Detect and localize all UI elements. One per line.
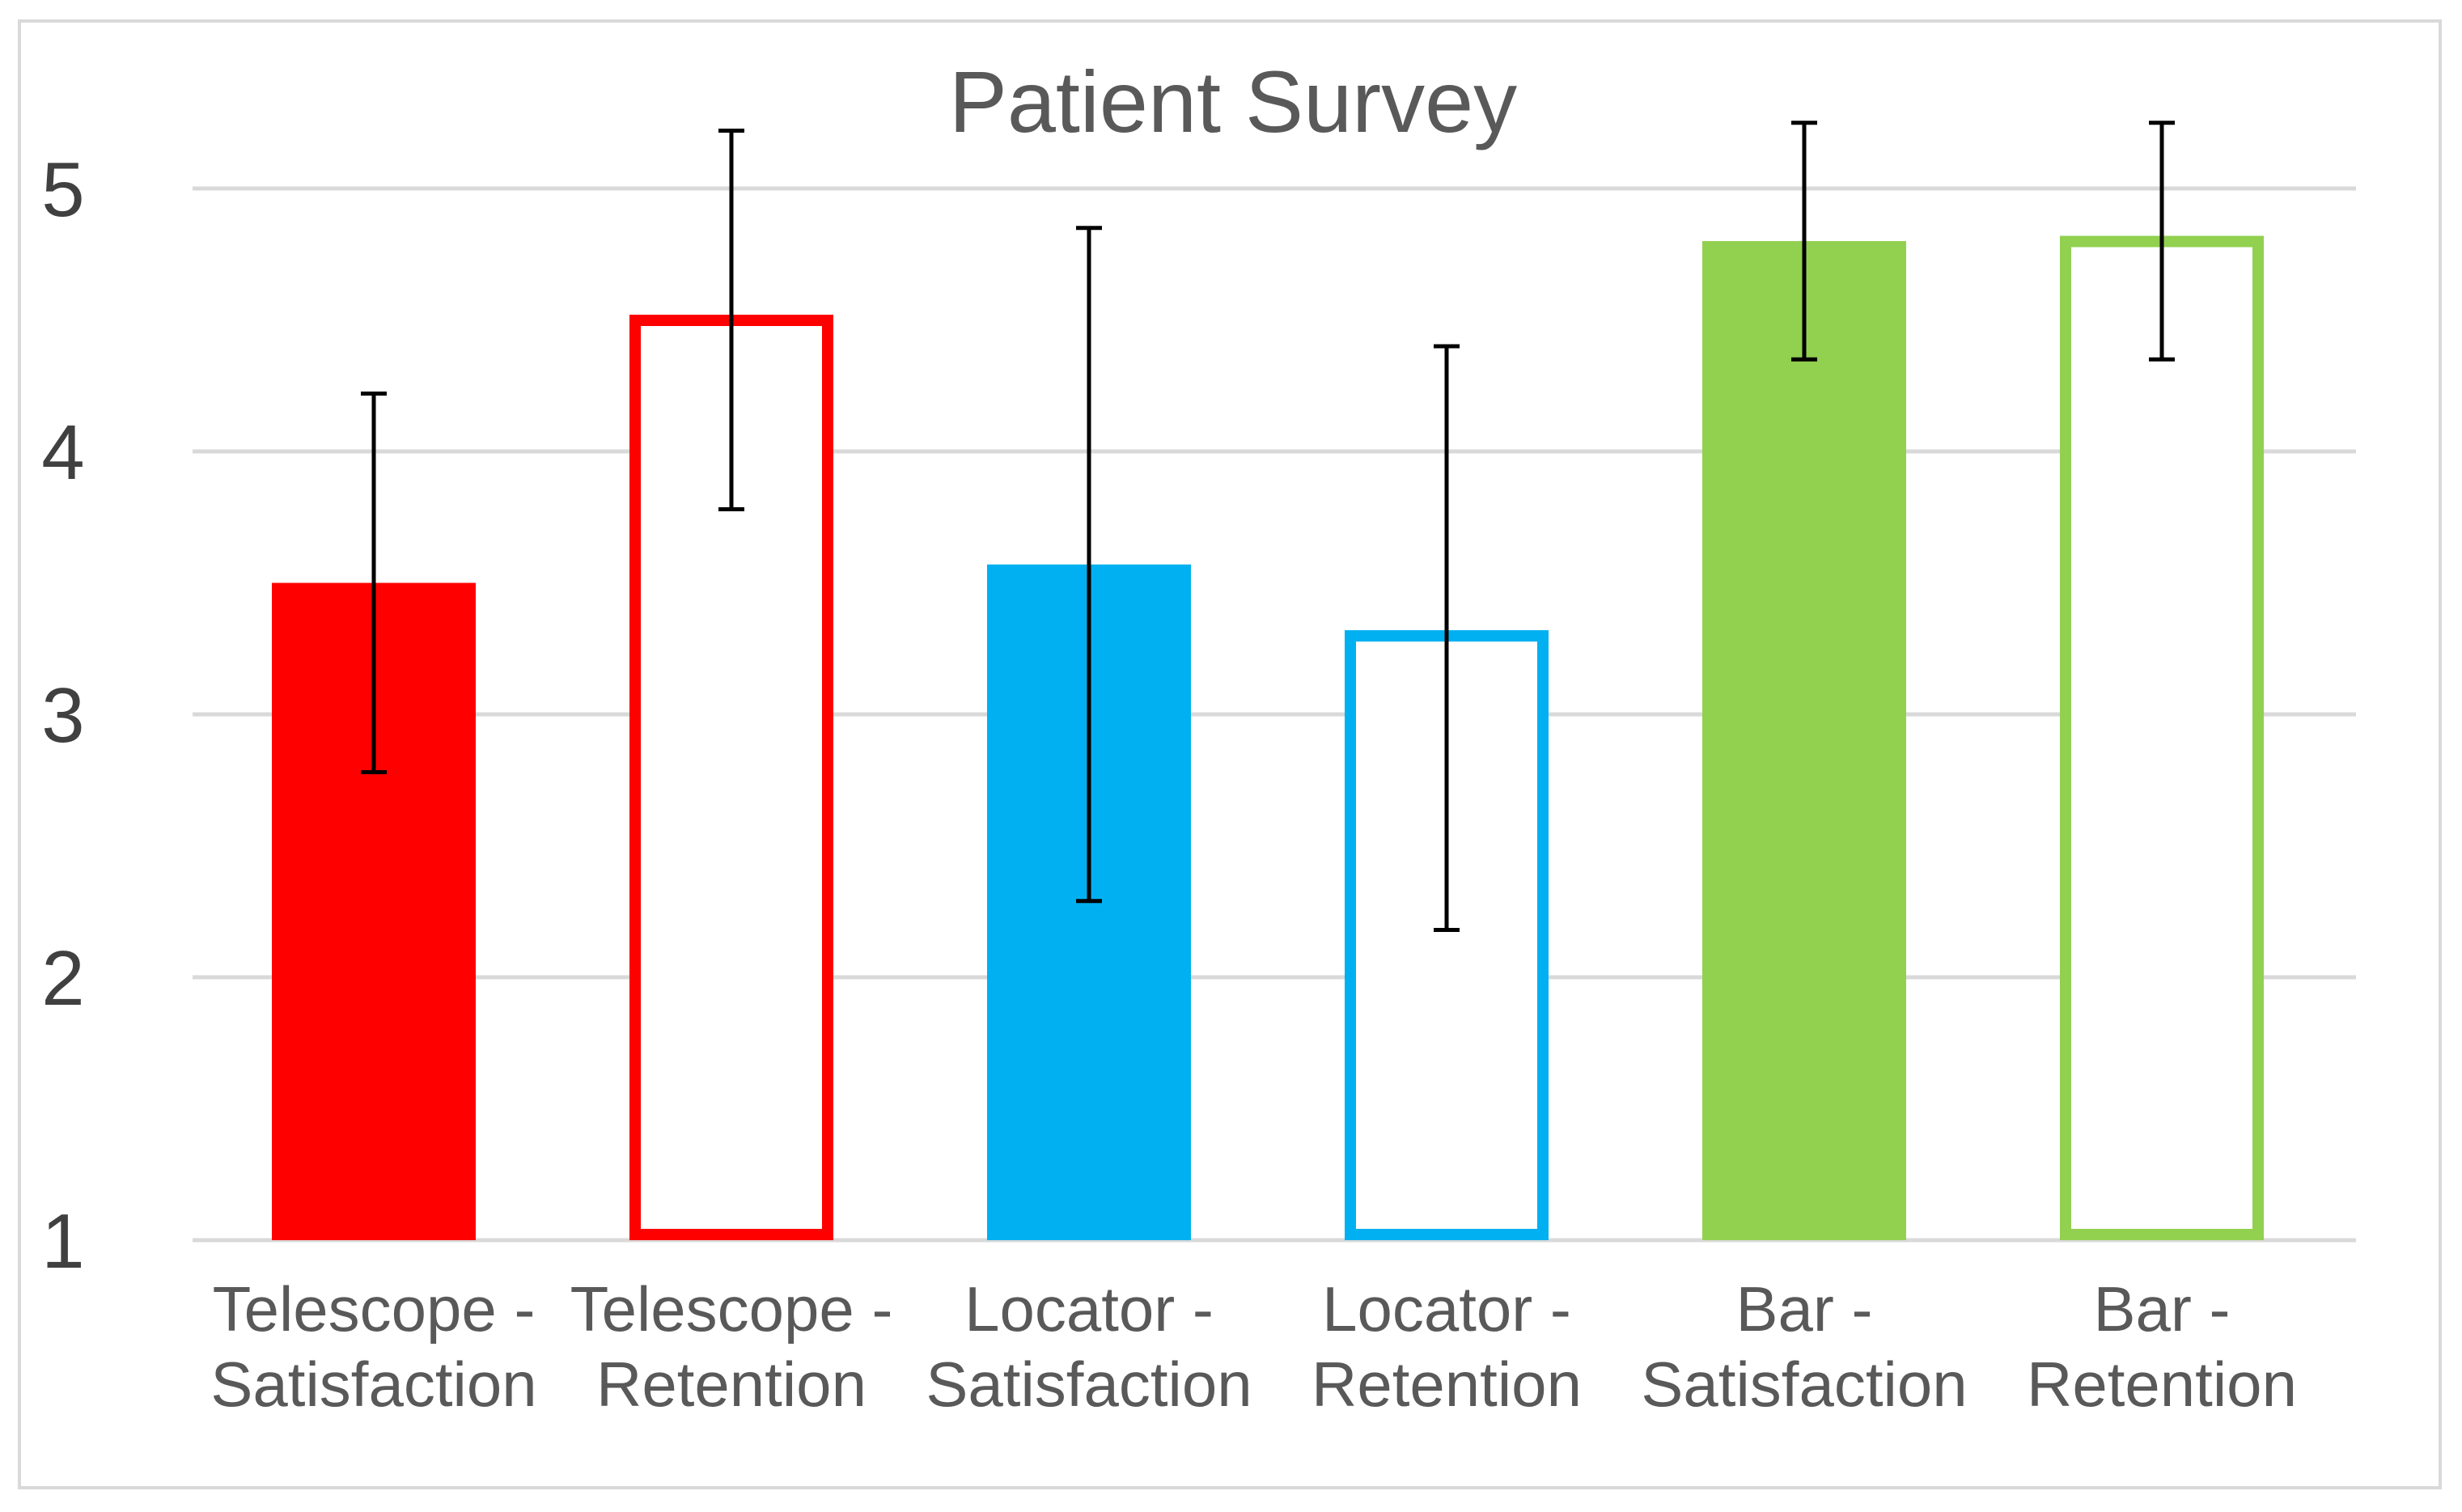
error-bar-2: [1076, 226, 1102, 904]
category-label-line2: Retention: [2027, 1349, 2297, 1420]
y-tick-label: 2: [41, 935, 84, 1022]
error-bar-0: [361, 392, 387, 774]
category-label-line1: Locator -: [964, 1273, 1214, 1345]
error-bar-4: [1791, 121, 1817, 362]
error-bar-3: [1434, 344, 1460, 932]
gridlines: [193, 186, 2356, 1243]
chart-title: Patient Survey: [949, 53, 1517, 150]
category-label-line1: Telescope -: [570, 1273, 893, 1345]
error-bars: [361, 121, 2175, 932]
y-tick-label: 3: [41, 672, 84, 759]
category-label-line2: Satisfaction: [1641, 1349, 1967, 1420]
category-label-line1: Locator -: [1322, 1273, 1571, 1345]
category-label-line2: Retention: [1312, 1349, 1582, 1420]
category-label-line2: Retention: [596, 1349, 867, 1420]
y-axis-tick-labels: 1 2 3 4 5: [41, 146, 84, 1285]
y-tick-label: 4: [41, 409, 84, 496]
error-bar-1: [718, 129, 744, 511]
category-label-line2: Satisfaction: [926, 1349, 1252, 1420]
category-label-line1: Bar -: [1735, 1273, 1872, 1345]
category-label-line1: Telescope -: [213, 1273, 536, 1345]
bars: [272, 235, 2264, 1240]
y-tick-label: 1: [41, 1198, 84, 1285]
error-bar-5: [2149, 121, 2175, 362]
bar-5: [2060, 235, 2264, 1240]
y-tick-label: 5: [41, 146, 84, 233]
bar-4: [1702, 241, 1906, 1240]
category-label-line1: Bar -: [2093, 1273, 2230, 1345]
category-label-line2: Satisfaction: [210, 1349, 536, 1420]
